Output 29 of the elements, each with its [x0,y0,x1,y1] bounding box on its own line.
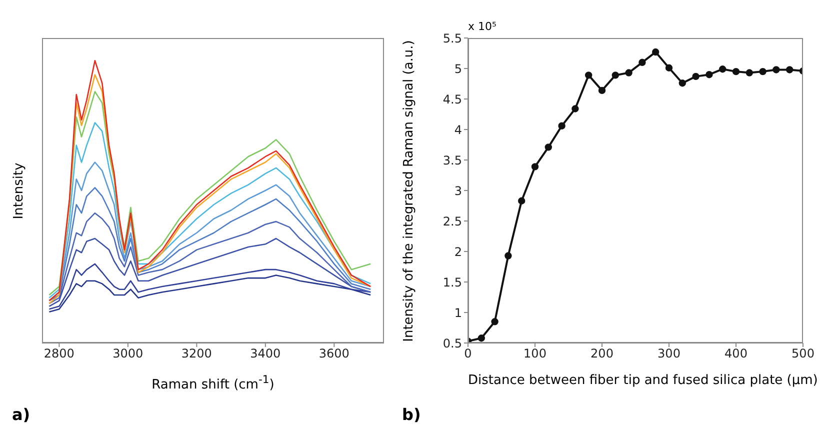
x-tick-label: 0 [464,346,472,361]
x-tick-label: 300 [658,346,680,361]
x-tick-label: 500 [792,346,814,361]
text: a) [12,405,30,424]
text: b) [402,405,421,424]
x-tick-label: 100 [524,346,546,361]
y-axis-title: Intensity [12,162,26,219]
y-tick-label: 3.5 [442,153,462,168]
y-axis-title: Intensity of the integrated Raman signal (a.u.) [402,40,416,342]
x-axis-title: Raman shift (cm$^{-1}$) [150,373,276,392]
x-tick-label: 200 [590,346,614,361]
x-tick-label: 400 [724,346,748,361]
y-tick-label: 4 [454,122,462,137]
x-tick-label: 2800 [44,346,74,361]
y-tick-label: 1.5 [442,275,462,290]
x-axis-title: Distance between fiber tip and fused silica plate (µm) [468,373,818,388]
y-tick-label: 5.5 [442,31,462,46]
y-tick-label: 5 [454,62,462,76]
x-tick-label: 3200 [181,346,212,361]
y-tick-label: 1 [454,306,462,320]
x-tick-label: 3400 [250,346,281,361]
y-tick-label: 2.5 [442,214,462,228]
y-tick-label: 3 [454,184,462,198]
y-tick-label: 0.5 [442,336,462,350]
x-tick-label: 3600 [318,346,350,361]
x-tick-label: 3000 [112,346,144,361]
y-tick-label: 4.5 [442,92,462,106]
text: x 10⁵ [468,20,496,33]
y-tick-label: 2 [454,244,462,259]
